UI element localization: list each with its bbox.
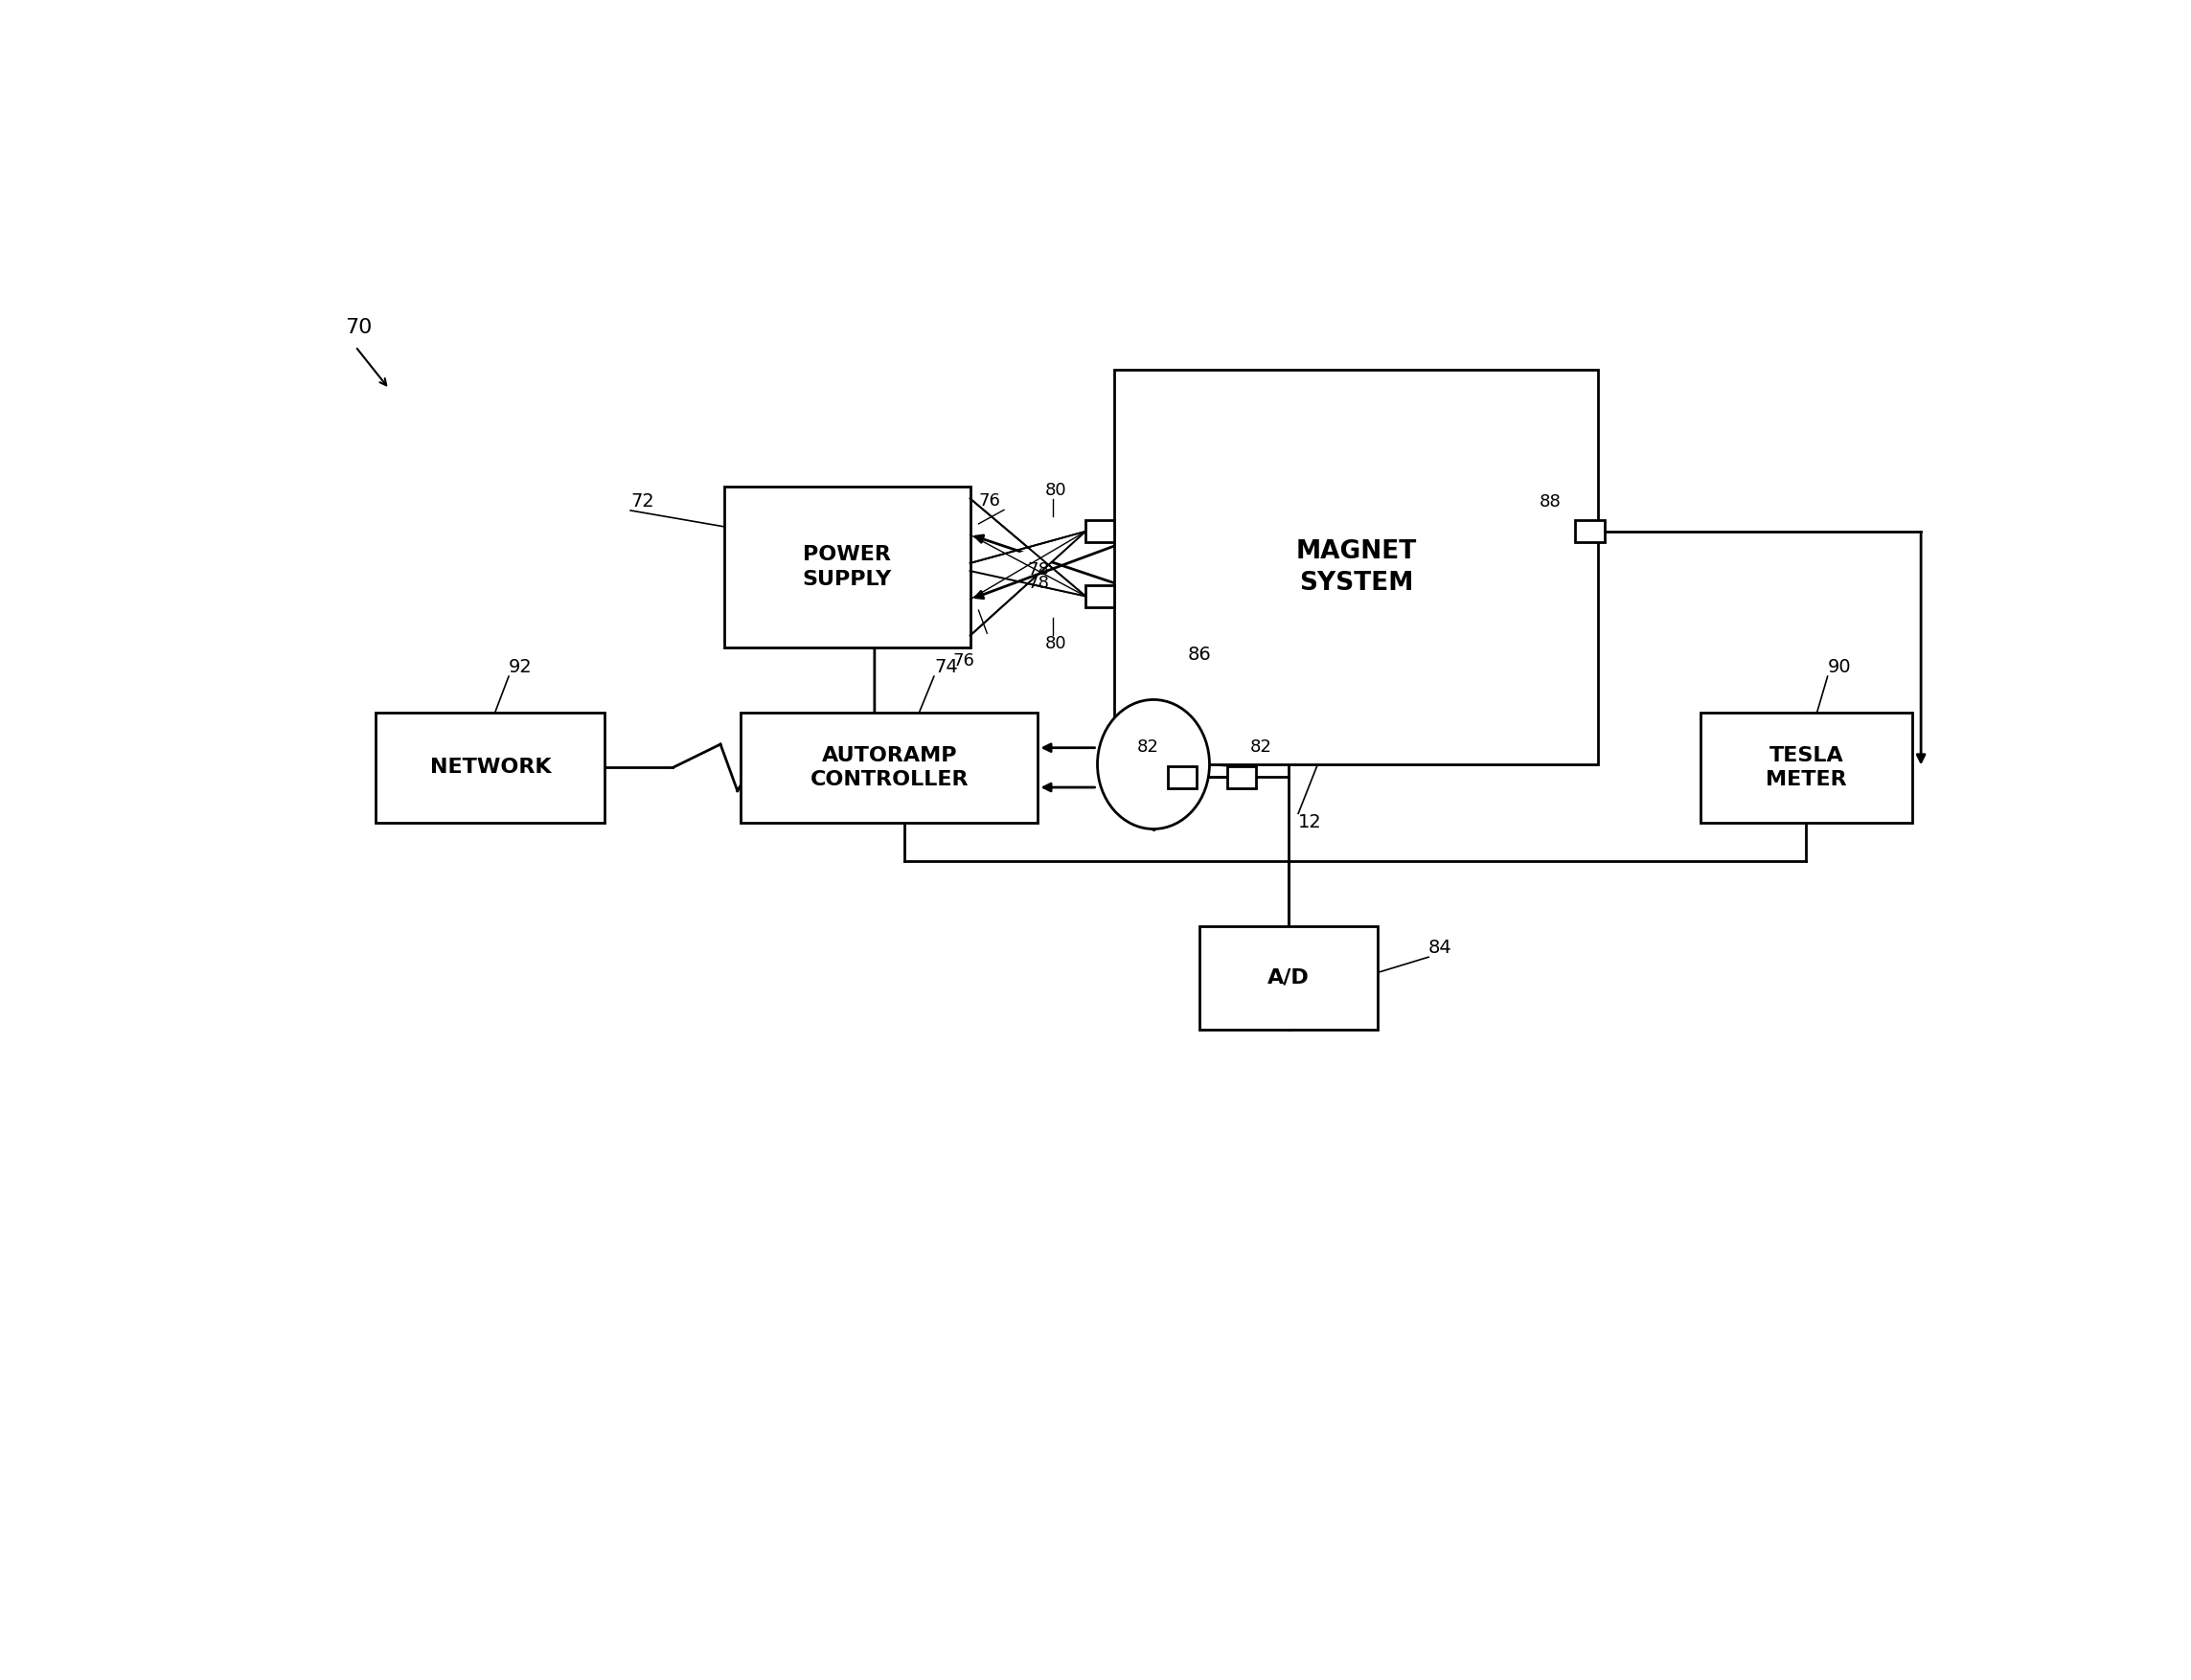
Text: 12: 12 [1299,813,1321,832]
Bar [1085,585,1115,606]
Text: 76: 76 [953,652,975,670]
Bar [741,712,1039,823]
Text: 92: 92 [508,659,532,677]
Text: 78: 78 [1028,561,1049,578]
Text: NETWORK: NETWORK [429,758,550,778]
Bar [1575,521,1604,543]
Text: 82: 82 [1137,739,1159,756]
Text: 78: 78 [1028,575,1049,591]
Text: A/D: A/D [1266,968,1310,988]
Text: 82: 82 [1251,739,1273,756]
Text: 72: 72 [631,492,655,511]
Text: POWER
SUPPLY: POWER SUPPLY [802,546,892,590]
Bar [723,486,971,648]
Bar [1115,370,1599,764]
Text: 90: 90 [1827,659,1851,677]
Text: 80: 80 [1045,635,1067,652]
Text: 86: 86 [1188,645,1212,664]
Text: 84: 84 [1429,939,1453,958]
Text: 76: 76 [979,492,1001,509]
Bar [1227,766,1255,788]
Bar [377,712,605,823]
Text: 74: 74 [933,659,957,677]
Text: 80: 80 [1045,482,1067,499]
Text: MAGNET
SYSTEM: MAGNET SYSTEM [1295,539,1418,595]
Ellipse shape [1098,699,1209,828]
Text: 88: 88 [1540,492,1560,511]
Text: 70: 70 [346,318,372,338]
Bar [1168,766,1196,788]
Text: TESLA
METER: TESLA METER [1766,746,1847,790]
Text: AUTORAMP
CONTROLLER: AUTORAMP CONTROLLER [811,746,968,790]
Bar [1198,926,1378,1030]
Bar [1085,521,1115,543]
Bar [1700,712,1913,823]
